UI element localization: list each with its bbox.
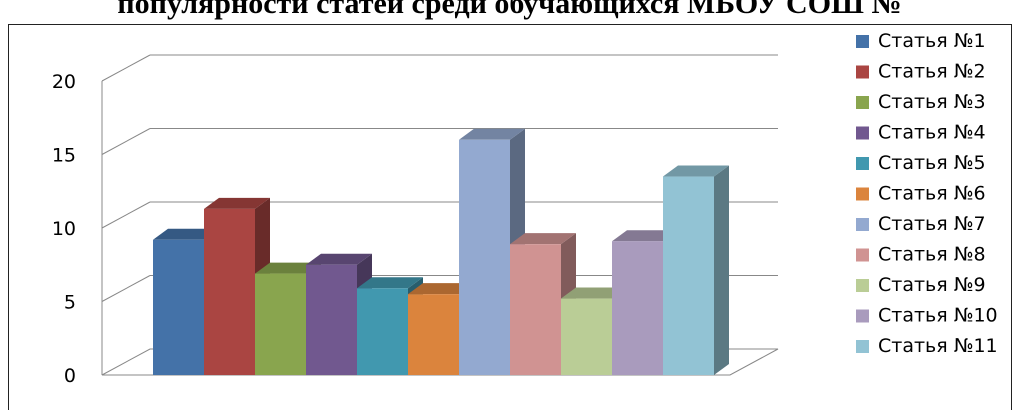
legend-swatch	[856, 96, 869, 109]
bars	[153, 128, 729, 375]
legend-item: Статья №8	[856, 244, 986, 266]
chart-title: популярности статей среди обучающихся МБ…	[117, 0, 902, 20]
bar-top	[408, 283, 474, 295]
legend-label: Статья №4	[878, 122, 986, 144]
bar-front	[255, 273, 306, 375]
bar-front	[357, 288, 408, 375]
legend-swatch	[856, 187, 869, 201]
bar-front	[561, 298, 612, 375]
legend-label: Статья №3	[878, 91, 986, 113]
y-tick-labels: 0 5 10 15 20	[52, 71, 76, 387]
y-tick-label: 5	[64, 292, 76, 314]
legend-item: Статья №5	[856, 152, 986, 174]
legend-label: Статья №9	[878, 274, 986, 296]
legend-item: Статья №10	[856, 305, 998, 327]
bar-top	[306, 253, 372, 265]
legend-swatch	[856, 248, 869, 262]
legend-swatch	[856, 309, 869, 323]
legend-swatch	[856, 65, 869, 79]
bar-front	[510, 244, 561, 375]
legend-item: Статья №6	[856, 183, 986, 205]
gridline-side	[101, 54, 151, 82]
y-tick-label: 10	[52, 218, 76, 240]
bar-front	[459, 139, 510, 375]
bar-top	[153, 228, 219, 240]
y-tick-label: 0	[64, 365, 76, 387]
legend-swatch	[856, 126, 869, 140]
legend-label: Статья №5	[878, 152, 986, 174]
gridline-side	[101, 275, 151, 302]
legend: Статья №1 Статья №2 Статья №3 Статья №4 Стат…	[856, 30, 998, 357]
bar-front	[408, 294, 459, 375]
legend-swatch	[856, 35, 869, 48]
legend-label: Статья №10	[878, 305, 998, 327]
legend-label: Статья №2	[878, 61, 986, 83]
legend-swatch	[856, 279, 869, 292]
bar-front	[204, 208, 255, 375]
legend-label: Статья №6	[878, 183, 986, 205]
bar-top	[459, 128, 525, 140]
bar	[663, 165, 729, 375]
legend-item: Статья №3	[856, 91, 986, 113]
bar-top	[510, 233, 576, 245]
bar-top	[357, 277, 423, 289]
bar-top	[663, 165, 729, 177]
chart-frame	[8, 24, 1012, 410]
legend-item: Статья №11	[856, 335, 998, 357]
bar-top	[612, 230, 678, 242]
legend-item: Статья №1	[856, 30, 986, 52]
bar-front	[663, 176, 714, 375]
legend-item: Статья №2	[856, 61, 986, 83]
bar-front	[153, 239, 204, 375]
y-tick-label: 15	[52, 145, 76, 167]
legend-swatch	[856, 157, 869, 170]
y-tick-label: 20	[52, 71, 76, 93]
bar-side	[714, 165, 729, 375]
bar-front	[612, 241, 663, 375]
legend-label: Статья №11	[878, 335, 998, 357]
gridline-side	[101, 128, 151, 155]
bar-top	[255, 262, 321, 274]
legend-label: Статья №8	[878, 244, 986, 266]
legend-item: Статья №4	[856, 122, 986, 144]
legend-item: Статья №7	[856, 213, 986, 235]
legend-swatch	[856, 218, 869, 231]
gridline-side	[101, 201, 151, 229]
legend-label: Статья №7	[878, 213, 986, 235]
legend-label: Статья №1	[878, 30, 986, 52]
legend-swatch	[856, 340, 869, 353]
legend-item: Статья №9	[856, 274, 986, 296]
bar-top	[204, 197, 270, 209]
bar-top	[561, 287, 627, 299]
bar-front	[306, 264, 357, 375]
